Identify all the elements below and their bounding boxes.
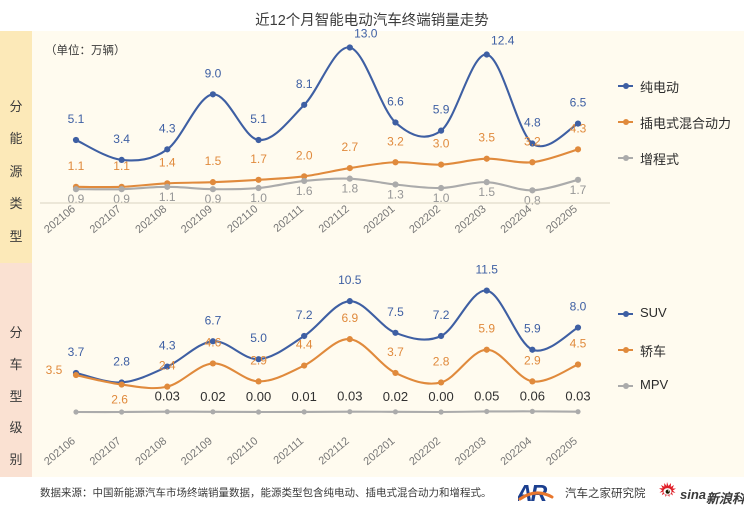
svg-text:7.5: 7.5 xyxy=(387,305,404,319)
svg-text:202107: 202107 xyxy=(88,435,124,468)
svg-text:0.06: 0.06 xyxy=(520,388,545,403)
svg-text:11.5: 11.5 xyxy=(475,263,498,277)
svg-text:4.6: 4.6 xyxy=(205,335,222,349)
svg-text:0.02: 0.02 xyxy=(200,389,225,404)
svg-text:202110: 202110 xyxy=(225,435,260,467)
svg-text:202202: 202202 xyxy=(407,435,443,468)
svg-text:2.8: 2.8 xyxy=(433,354,450,368)
svg-text:10.5: 10.5 xyxy=(338,273,362,287)
svg-text:7.2: 7.2 xyxy=(433,308,450,322)
svg-text:4.5: 4.5 xyxy=(570,337,587,351)
svg-text:8.0: 8.0 xyxy=(570,300,587,314)
svg-text:202111: 202111 xyxy=(272,435,307,467)
svg-text:0.01: 0.01 xyxy=(292,389,317,404)
svg-text:3.5: 3.5 xyxy=(46,363,63,377)
svg-text:0.03: 0.03 xyxy=(155,389,180,404)
svg-text:4.4: 4.4 xyxy=(296,338,313,352)
svg-text:7.2: 7.2 xyxy=(296,308,313,322)
svg-text:5.0: 5.0 xyxy=(250,331,267,345)
svg-text:2.4: 2.4 xyxy=(159,359,176,373)
svg-text:2.9: 2.9 xyxy=(250,353,267,367)
svg-text:6.7: 6.7 xyxy=(205,313,222,327)
svg-text:0.03: 0.03 xyxy=(337,389,362,404)
svg-text:202108: 202108 xyxy=(133,435,169,468)
svg-text:2.8: 2.8 xyxy=(113,354,130,368)
svg-text:202109: 202109 xyxy=(179,435,215,468)
svg-text:0.03: 0.03 xyxy=(565,389,590,404)
svg-text:6.9: 6.9 xyxy=(341,311,358,325)
svg-text:0.00: 0.00 xyxy=(428,389,453,404)
svg-text:3.7: 3.7 xyxy=(68,345,85,359)
svg-text:0.00: 0.00 xyxy=(246,389,271,404)
svg-text:5.9: 5.9 xyxy=(478,322,495,336)
svg-text:3.7: 3.7 xyxy=(387,345,404,359)
svg-text:2.9: 2.9 xyxy=(524,353,541,367)
svg-text:202205: 202205 xyxy=(544,435,580,468)
svg-text:202201: 202201 xyxy=(362,435,398,468)
svg-text:4.3: 4.3 xyxy=(159,339,176,353)
svg-text:202204: 202204 xyxy=(498,435,534,468)
svg-text:0.05: 0.05 xyxy=(474,388,499,403)
svg-text:0.02: 0.02 xyxy=(383,389,408,404)
svg-text:202106: 202106 xyxy=(42,435,78,468)
svg-text:202112: 202112 xyxy=(317,435,352,467)
svg-text:202203: 202203 xyxy=(453,435,489,468)
svg-text:5.9: 5.9 xyxy=(524,322,541,336)
svg-text:2.6: 2.6 xyxy=(111,393,128,407)
